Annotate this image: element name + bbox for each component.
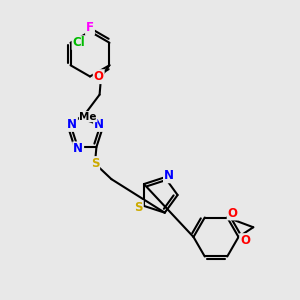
- Text: F: F: [86, 21, 94, 34]
- Text: N: N: [67, 118, 77, 131]
- Text: S: S: [91, 157, 99, 170]
- Text: N: N: [73, 142, 83, 155]
- Text: O: O: [228, 206, 238, 220]
- Text: O: O: [94, 70, 104, 83]
- Text: S: S: [134, 201, 143, 214]
- Text: Cl: Cl: [73, 36, 85, 49]
- Text: Me: Me: [80, 112, 97, 122]
- Text: N: N: [164, 169, 174, 182]
- Text: O: O: [240, 234, 250, 247]
- Text: N: N: [94, 118, 104, 131]
